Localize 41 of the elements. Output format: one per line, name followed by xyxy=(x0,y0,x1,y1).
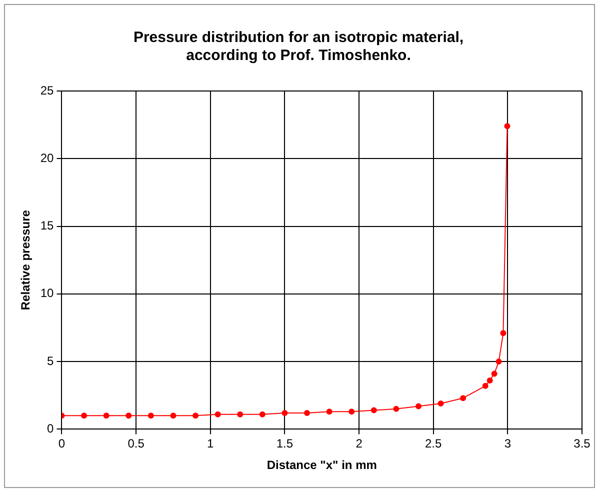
x-tick-label: 0 xyxy=(58,436,66,451)
point xyxy=(103,412,110,419)
point xyxy=(460,395,466,402)
point xyxy=(192,412,199,419)
point xyxy=(126,412,132,419)
y-tick-label: 25 xyxy=(40,83,54,98)
y-tick-label: 10 xyxy=(40,286,54,300)
point xyxy=(438,400,444,406)
point xyxy=(304,410,310,416)
point xyxy=(282,410,288,416)
point xyxy=(482,382,488,389)
x-tick-label: 1.5 xyxy=(276,436,294,451)
point xyxy=(486,378,493,384)
point xyxy=(491,370,498,377)
point xyxy=(237,411,244,418)
chart-title: Pressure distribution for an isotropic material, according to Prof. Timoshenko. xyxy=(133,29,464,64)
x-tick-label: 2.5 xyxy=(425,436,442,451)
point xyxy=(326,408,332,415)
point xyxy=(504,123,510,130)
point xyxy=(393,406,400,412)
y-tick-label: 5 xyxy=(47,354,54,368)
point xyxy=(370,407,377,414)
x-tick-label: 0.5 xyxy=(128,436,145,451)
point xyxy=(148,412,154,419)
point xyxy=(415,403,422,410)
x-tick-label: 3 xyxy=(504,436,512,451)
x-tick-label: 2 xyxy=(356,436,363,451)
x-axis-title: Distance "x" in mm xyxy=(266,458,377,472)
point xyxy=(348,408,355,415)
y-tick-label: 15 xyxy=(40,218,54,233)
point xyxy=(81,412,88,419)
point xyxy=(500,330,506,336)
y-tick-label: 20 xyxy=(40,150,54,165)
x-tick-label: 3.5 xyxy=(574,436,591,451)
x-tick-label: 1 xyxy=(207,436,214,451)
point xyxy=(214,411,221,418)
y-tick-label: 0 xyxy=(47,422,54,436)
point xyxy=(170,412,176,419)
point xyxy=(496,358,502,365)
y-axis-title: Relative pressure xyxy=(18,210,33,310)
point xyxy=(259,411,266,418)
